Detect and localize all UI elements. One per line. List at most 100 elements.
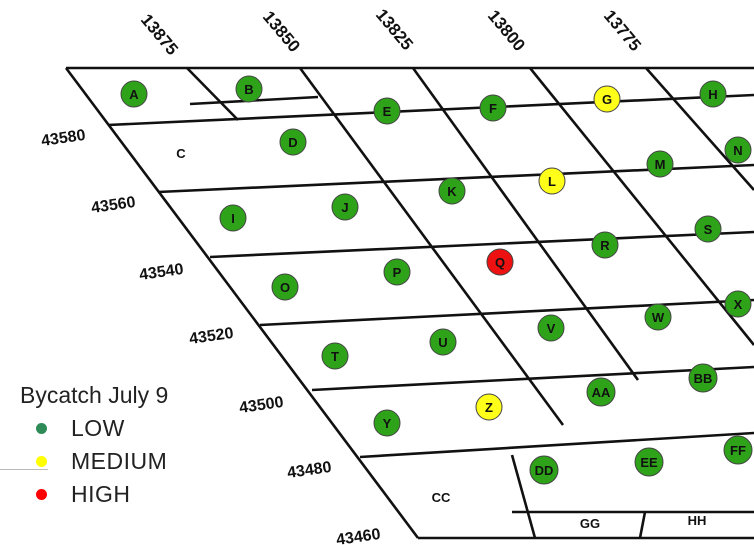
bycatch-marker-high xyxy=(486,248,514,276)
medium-dot-icon xyxy=(36,456,47,467)
cell-label: H xyxy=(708,87,717,102)
grid-cell-dd: DD xyxy=(529,455,559,485)
grid-cell-gg: GG xyxy=(580,516,600,531)
grid-line xyxy=(510,454,537,539)
cell-label: S xyxy=(704,222,713,237)
row-label: 43500 xyxy=(238,394,285,417)
grid-cell-g: G xyxy=(593,85,621,113)
cell-label: FF xyxy=(730,443,746,458)
grid-cell-a: A xyxy=(120,80,148,108)
cell-label: F xyxy=(489,101,497,116)
grid-cell-i: I xyxy=(219,204,247,232)
cell-label: G xyxy=(602,92,612,107)
cell-label: BB xyxy=(694,371,713,386)
grid-line xyxy=(259,298,754,327)
row-labels: 43580 43560 43540 43520 43500 43480 4346… xyxy=(40,127,382,545)
row-label: 43520 xyxy=(188,325,235,348)
cell-label: Y xyxy=(383,416,392,431)
legend-item-high: HIGH xyxy=(36,478,168,511)
grid-cell-w: W xyxy=(644,303,672,331)
cell-label: V xyxy=(547,321,556,336)
grid-cell-q: Q xyxy=(486,248,514,276)
grid-cell-d: D xyxy=(279,128,307,156)
cell-label: O xyxy=(280,280,290,295)
bycatch-marker-low xyxy=(537,314,565,342)
row-label: 43460 xyxy=(335,526,382,545)
bycatch-marker-low xyxy=(644,303,672,331)
cell-label: A xyxy=(129,87,139,102)
bycatch-marker-low xyxy=(438,177,466,205)
grid-cell-z: Z xyxy=(475,393,503,421)
bycatch-marker-low xyxy=(279,128,307,156)
bycatch-marker-low xyxy=(479,94,507,122)
bycatch-marker-medium xyxy=(538,167,566,195)
grid-line xyxy=(298,67,565,426)
bycatch-marker-low xyxy=(699,80,727,108)
grid-line xyxy=(311,365,754,392)
grid-cell-b: B xyxy=(235,75,263,103)
cell-label: N xyxy=(733,143,742,158)
grid-cell-s: S xyxy=(694,215,722,243)
bycatch-marker-low xyxy=(724,136,752,164)
grid-cell-u: U xyxy=(429,328,457,356)
grid-cell-e: E xyxy=(373,97,401,125)
cell-label: CC xyxy=(432,490,451,505)
grid-cell-k: K xyxy=(438,177,466,205)
bycatch-marker-low xyxy=(694,215,722,243)
cell-label: J xyxy=(341,200,348,215)
cell-label: T xyxy=(331,349,339,364)
grid-cell-c: C xyxy=(176,146,186,161)
bycatch-marker-low xyxy=(724,290,752,318)
bycatch-marker-low xyxy=(271,273,299,301)
bycatch-marker-medium xyxy=(593,85,621,113)
grid-cell-o: O xyxy=(271,273,299,301)
legend-label: HIGH xyxy=(71,481,131,507)
bycatch-marker-low xyxy=(383,258,411,286)
cell-label: U xyxy=(438,335,447,350)
cell-label: I xyxy=(231,211,235,226)
bycatch-marker-low xyxy=(723,435,753,465)
bycatch-marker-low xyxy=(373,409,401,437)
cell-label: Z xyxy=(485,400,493,415)
bycatch-marker-low xyxy=(429,328,457,356)
grid-cell-v: V xyxy=(537,314,565,342)
bycatch-marker-low xyxy=(331,193,359,221)
grid-cell-r: R xyxy=(591,231,619,259)
grid-cell-p: P xyxy=(383,258,411,286)
bycatch-marker-low xyxy=(235,75,263,103)
cell-label: W xyxy=(652,310,665,325)
column-label: 13850 xyxy=(259,7,304,55)
grid-cell-aa: AA xyxy=(586,377,616,407)
bycatch-marker-low xyxy=(591,231,619,259)
bycatch-marker-low xyxy=(688,363,718,393)
grid-cell-cc: CC xyxy=(432,490,451,505)
bycatch-marker-low xyxy=(634,447,664,477)
cell-label: GG xyxy=(580,516,600,531)
grid-cell-ff: FF xyxy=(723,435,753,465)
bycatch-marker-low xyxy=(373,97,401,125)
legend-label: MEDIUM xyxy=(71,448,168,474)
legend-label: LOW xyxy=(71,415,125,441)
row-label: 43480 xyxy=(286,459,333,482)
cell-label: B xyxy=(244,82,253,97)
cell-label: M xyxy=(655,157,666,172)
grid-cell-j: J xyxy=(331,193,359,221)
grid-cell-h: H xyxy=(699,80,727,108)
cell-label: DD xyxy=(535,463,554,478)
divider xyxy=(0,469,48,470)
column-label: 13800 xyxy=(484,6,529,54)
cell-label: HH xyxy=(688,513,707,528)
grid-cell-l: L xyxy=(538,167,566,195)
cell-label: Q xyxy=(495,255,505,270)
cell-label: E xyxy=(383,104,392,119)
legend-item-low: LOW xyxy=(36,412,168,445)
grid-cell-x: X xyxy=(724,290,752,318)
grid-line xyxy=(359,431,754,459)
grid-cell-f: F xyxy=(479,94,507,122)
cell-label: EE xyxy=(640,455,658,470)
bycatch-marker-low xyxy=(586,377,616,407)
row-label: 43540 xyxy=(138,261,185,284)
cell-label: X xyxy=(734,297,743,312)
cell-label: P xyxy=(393,265,402,280)
